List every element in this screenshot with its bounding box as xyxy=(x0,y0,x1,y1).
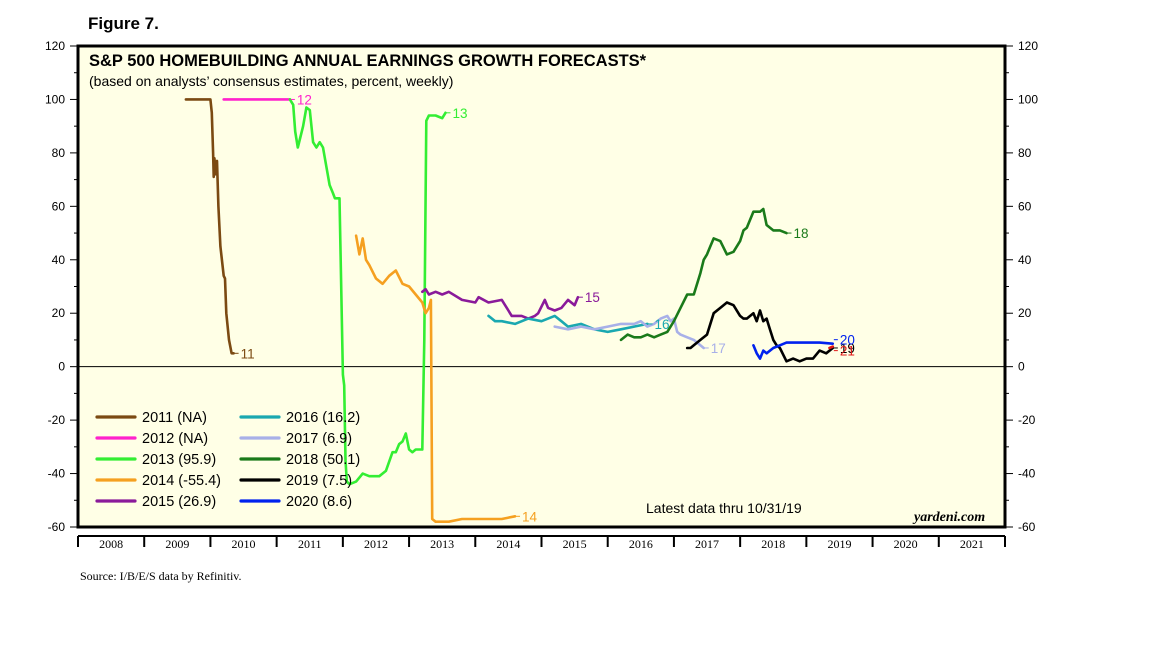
series-end-label-21: 21 xyxy=(840,344,855,359)
series-end-label-15: 15 xyxy=(585,290,600,305)
x-tick-label: 2021 xyxy=(960,537,984,551)
y-axis-right: -60 -40 -20 0 20 40 60 80 100 120 xyxy=(1005,39,1038,534)
y-tick-label-left: -20 xyxy=(48,413,66,427)
y-tick-label-left: 20 xyxy=(52,306,66,320)
x-tick-label: 2013 xyxy=(430,537,454,551)
x-tick-label: 2018 xyxy=(761,537,785,551)
x-tick-label: 2011 xyxy=(298,537,322,551)
series-end-label-13: 13 xyxy=(452,106,467,121)
brand-label: yardeni.com xyxy=(912,510,985,525)
series-line-16 xyxy=(487,314,649,334)
series-end-label-14: 14 xyxy=(522,509,538,524)
y-tick-label-right: -20 xyxy=(1018,413,1036,427)
series-line-15 xyxy=(420,287,580,320)
series-line-13 xyxy=(288,98,447,486)
x-tick-label: 2019 xyxy=(827,537,851,551)
x-axis: 2008 2009 2010 2011 2012 2013 2014 2015 2016 2017… xyxy=(77,535,1006,551)
y-tick-label-left: -60 xyxy=(48,520,66,534)
source-note: Source: I/B/E/S data by Refinitiv. xyxy=(80,569,242,583)
y-tick-label-right: 100 xyxy=(1018,92,1038,106)
series-line-20 xyxy=(752,341,835,360)
series-end-label-12: 12 xyxy=(297,92,312,107)
series-line-19 xyxy=(685,301,835,363)
x-tick-label: 2017 xyxy=(695,537,719,551)
series-end-label-16: 16 xyxy=(654,317,669,332)
chart-title: S&P 500 HOMEBUILDING ANNUAL EARNINGS GRO… xyxy=(89,52,647,70)
series-end-label-20: 20 xyxy=(840,333,855,348)
figure-label: Figure 7. xyxy=(88,14,159,33)
legend-label: 2015 (26.9) xyxy=(142,494,216,510)
x-tick-label: 2014 xyxy=(496,537,520,551)
y-tick-label-right: 20 xyxy=(1018,306,1032,320)
y-tick-label-left: 80 xyxy=(52,146,66,160)
y-tick-label-right: 0 xyxy=(1018,360,1025,374)
y-tick-label-right: 40 xyxy=(1018,253,1032,267)
series-line-14 xyxy=(354,234,517,524)
y-tick-label-right: -60 xyxy=(1018,520,1036,534)
x-tick-label: 2016 xyxy=(629,537,653,551)
legend-label: 2016 (16.2) xyxy=(286,410,360,426)
legend-label: 2018 (50.1) xyxy=(286,452,360,468)
y-tick-label-left: 0 xyxy=(58,360,65,374)
chart-subtitle: (based on analysts’ consensus estimates,… xyxy=(89,73,453,89)
chart: -60 -40 -20 0 20 40 60 80 100 120 -60 -40 -20 0 20 40 6… xyxy=(45,39,1038,551)
series-end-label-18: 18 xyxy=(793,226,808,241)
legend: 2011 (NA) 2012 (NA) 2013 (95.9) 2014 (-55.4… xyxy=(95,410,360,510)
series-end-label-17: 17 xyxy=(711,341,726,356)
y-tick-label-left: 100 xyxy=(45,92,65,106)
series-line-21 xyxy=(828,345,835,350)
legend-label: 2013 (95.9) xyxy=(142,452,216,468)
y-tick-label-right: 80 xyxy=(1018,146,1032,160)
x-tick-label: 2012 xyxy=(364,537,388,551)
x-tick-label: 2008 xyxy=(99,537,123,551)
y-axis-left: -60 -40 -20 0 20 40 60 80 100 120 xyxy=(45,39,78,534)
y-tick-label-left: 40 xyxy=(52,253,66,267)
y-tick-label-right: 120 xyxy=(1018,39,1038,53)
series-line-11 xyxy=(184,98,235,355)
x-tick-label: 2010 xyxy=(232,537,256,551)
x-tick-label: 2009 xyxy=(165,537,189,551)
data-note: Latest data thru 10/31/19 xyxy=(646,500,802,516)
legend-label: 2020 (8.6) xyxy=(286,494,352,510)
series-line-18 xyxy=(619,207,788,342)
legend-label: 2012 (NA) xyxy=(142,431,208,447)
y-tick-label-left: 120 xyxy=(45,39,65,53)
legend-label: 2019 (7.5) xyxy=(286,473,352,489)
x-tick-label: 2020 xyxy=(894,537,918,551)
series-end-label-19: 19 xyxy=(840,341,855,356)
plot-area xyxy=(78,46,1005,527)
y-tick-label-right: -40 xyxy=(1018,467,1036,481)
y-tick-label-left: -40 xyxy=(48,467,66,481)
y-tick-label-right: 60 xyxy=(1018,199,1032,213)
series-line-17 xyxy=(553,314,706,350)
x-tick-label: 2015 xyxy=(563,537,587,551)
legend-label: 2011 (NA) xyxy=(142,410,207,426)
legend-label: 2014 (-55.4) xyxy=(142,473,221,489)
series-end-label-11: 11 xyxy=(241,346,255,361)
legend-label: 2017 (6.9) xyxy=(286,431,352,447)
y-tick-label-left: 60 xyxy=(52,199,66,213)
